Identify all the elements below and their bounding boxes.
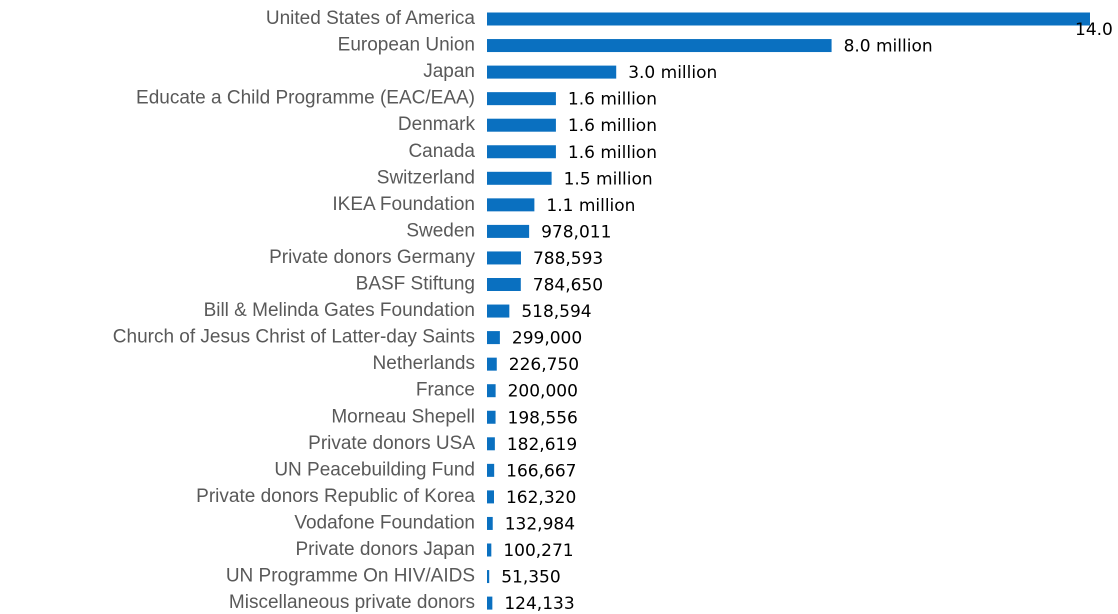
bar bbox=[487, 118, 556, 132]
bar bbox=[487, 198, 535, 212]
bar bbox=[487, 490, 494, 504]
value-label: 1.6 million bbox=[568, 143, 657, 163]
category-label: Private donors Republic of Korea bbox=[196, 486, 475, 507]
bar bbox=[487, 596, 493, 610]
value-label: 166,667 bbox=[506, 461, 576, 481]
bar bbox=[487, 463, 495, 477]
category-label: UN Peacebuilding Fund bbox=[274, 459, 475, 480]
value-label: 226,750 bbox=[509, 355, 579, 375]
bar bbox=[487, 92, 556, 106]
category-label: Educate a Child Programme (EAC/EAA) bbox=[136, 88, 475, 109]
category-label: Church of Jesus Christ of Latter-day Sai… bbox=[113, 327, 475, 348]
category-label: Canada bbox=[408, 141, 475, 162]
value-label: 51,350 bbox=[501, 568, 560, 588]
value-label: 14.0 bbox=[1075, 20, 1113, 40]
category-label: Private donors Japan bbox=[295, 539, 475, 560]
value-label: 200,000 bbox=[508, 382, 578, 402]
value-label: 1.5 million bbox=[564, 169, 653, 189]
bar bbox=[487, 278, 521, 291]
value-label: 1.6 million bbox=[568, 116, 657, 136]
category-label: Vodafone Foundation bbox=[294, 512, 475, 533]
category-label: Morneau Shepell bbox=[331, 406, 475, 427]
value-label: 8.0 million bbox=[844, 37, 933, 57]
value-label: 182,619 bbox=[507, 435, 577, 455]
value-label: 788,593 bbox=[533, 249, 603, 269]
bar bbox=[487, 251, 521, 265]
bar bbox=[487, 65, 617, 79]
category-label: IKEA Foundation bbox=[332, 194, 475, 215]
value-label: 162,320 bbox=[506, 488, 576, 508]
category-label: France bbox=[416, 380, 475, 401]
bar bbox=[487, 384, 496, 398]
bar bbox=[487, 437, 495, 451]
category-label: Netherlands bbox=[373, 353, 475, 374]
category-label: United States of America bbox=[266, 8, 476, 29]
category-label: European Union bbox=[338, 35, 475, 56]
bar bbox=[487, 543, 492, 557]
value-label: 100,271 bbox=[503, 541, 573, 561]
category-label: Denmark bbox=[398, 114, 476, 135]
bar bbox=[487, 357, 497, 371]
bar bbox=[487, 331, 500, 345]
bar bbox=[487, 516, 493, 530]
value-label: 1.1 million bbox=[546, 196, 635, 216]
category-label: UN Programme On HIV/AIDS bbox=[226, 566, 475, 587]
category-label: Switzerland bbox=[377, 167, 475, 188]
value-label: 1.6 million bbox=[568, 90, 657, 110]
bar bbox=[487, 224, 530, 238]
value-label: 124,133 bbox=[504, 594, 574, 614]
category-label: Private donors Germany bbox=[269, 247, 475, 268]
bar bbox=[487, 39, 832, 53]
value-label: 132,984 bbox=[505, 514, 575, 534]
bar bbox=[487, 570, 490, 584]
value-label: 198,556 bbox=[508, 408, 578, 428]
bar bbox=[487, 145, 556, 159]
category-label: Sweden bbox=[406, 220, 475, 241]
value-label: 784,650 bbox=[533, 276, 603, 296]
category-label: Japan bbox=[423, 61, 475, 82]
bar bbox=[487, 304, 510, 318]
value-label: 978,011 bbox=[541, 222, 611, 242]
value-label: 299,000 bbox=[512, 329, 582, 349]
value-label: 518,594 bbox=[521, 302, 591, 322]
bar bbox=[487, 12, 1090, 26]
category-label: Bill & Melinda Gates Foundation bbox=[204, 300, 475, 321]
category-label: Miscellaneous private donors bbox=[229, 592, 475, 613]
category-label: BASF Stiftung bbox=[356, 274, 475, 295]
value-label: 3.0 million bbox=[628, 63, 717, 83]
bar bbox=[487, 171, 552, 185]
bar bbox=[487, 410, 496, 424]
category-label: Private donors USA bbox=[308, 433, 475, 454]
